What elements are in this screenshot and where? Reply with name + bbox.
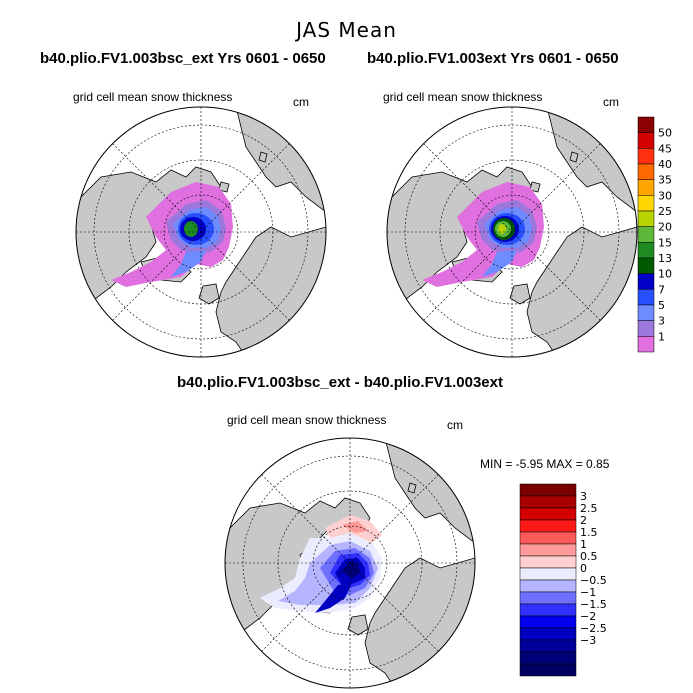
map-3-frame <box>224 437 476 689</box>
colorbar-swatch <box>519 531 577 545</box>
colorbar-swatch <box>637 320 655 337</box>
map-panel-3 <box>224 437 476 689</box>
colorbar-swatch <box>637 210 655 227</box>
colorbar-tick-label: 3 <box>658 315 665 328</box>
panel-2-units: cm <box>603 95 619 109</box>
colorbar-swatch <box>637 257 655 274</box>
panel-2-subtitle: grid cell mean snow thickness <box>383 90 543 104</box>
map-panel-2 <box>386 106 638 358</box>
colorbar-swatch <box>519 483 577 497</box>
colorbar-tick-label: 45 <box>658 142 672 155</box>
colorbar-tick-label: −2 <box>580 610 596 623</box>
colorbar-swatch <box>519 663 577 677</box>
map-2-frame <box>386 106 638 358</box>
colorbar-swatch <box>519 519 577 533</box>
colorbar-swatch <box>519 639 577 653</box>
colorbar-swatch <box>519 543 577 557</box>
colorbar-tick-label: −2.5 <box>580 622 607 635</box>
colorbar-tick-label: 35 <box>658 174 672 187</box>
colorbar-swatch <box>637 226 655 243</box>
colorbar-swatch <box>519 579 577 593</box>
panel-2-title: b40.plio.FV1.003ext Yrs 0601 - 0650 <box>367 50 619 67</box>
colorbar-swatch <box>637 179 655 196</box>
colorbar-swatch <box>519 567 577 581</box>
colorbar-tick-label: 1 <box>580 538 587 551</box>
colorbar-tick-label: 1.5 <box>580 526 598 539</box>
colorbar-tick-label: 40 <box>658 158 672 171</box>
colorbar-swatch <box>637 132 655 149</box>
colorbar-tick-label: 2.5 <box>580 502 598 515</box>
map-panel-1 <box>75 106 327 358</box>
colorbar-snow-thickness: 50 45 40 35 30 25 20 15 13 10 7 5 3 1 <box>637 116 672 353</box>
colorbar-tick-label: 13 <box>658 252 672 265</box>
colorbar-tick-label: 50 <box>658 127 672 140</box>
colorbar-swatch <box>637 195 655 212</box>
colorbar-swatch <box>637 289 655 306</box>
panel-1-units: cm <box>293 95 309 109</box>
map-3-graticule <box>225 438 475 688</box>
colorbar-swatch <box>519 603 577 617</box>
colorbar-swatch <box>519 651 577 665</box>
colorbar-tick-label: 0.5 <box>580 550 598 563</box>
colorbar-tick-label: −1 <box>580 586 596 599</box>
map-2-graticule <box>387 107 637 357</box>
colorbar-swatch <box>519 507 577 521</box>
panel-1-subtitle: grid cell mean snow thickness <box>73 90 233 104</box>
colorbar-swatch <box>519 627 577 641</box>
colorbar-swatch <box>637 336 655 353</box>
colorbar-tick-label: 25 <box>658 205 672 218</box>
colorbar-tick-label: 10 <box>658 268 672 281</box>
main-title: JAS Mean <box>296 18 397 42</box>
colorbar-tick-label: 15 <box>658 236 672 249</box>
colorbar-tick-label: 20 <box>658 221 672 234</box>
panel-1-title: b40.plio.FV1.003bsc_ext Yrs 0601 - 0650 <box>40 50 326 67</box>
colorbar-swatch <box>519 555 577 569</box>
colorbar-swatch <box>637 163 655 180</box>
panel-3-subtitle: grid cell mean snow thickness <box>227 413 387 427</box>
colorbar-tick-label: 5 <box>658 299 665 312</box>
map-1-graticule <box>76 107 326 357</box>
panel-3-title: b40.plio.FV1.003bsc_ext - b40.plio.FV1.0… <box>177 374 503 391</box>
colorbar-tick-label: −0.5 <box>580 574 607 587</box>
colorbar-tick-label: 30 <box>658 189 672 202</box>
map-2-snow-field <box>422 182 544 287</box>
colorbar-swatch <box>637 304 655 321</box>
colorbar-tick-label: 1 <box>658 330 665 343</box>
colorbar-tick-label: 3 <box>580 490 587 503</box>
colorbar-swatch <box>637 116 655 133</box>
colorbar-tick-label: 7 <box>658 283 665 296</box>
colorbar-swatch <box>637 242 655 259</box>
colorbar-swatch <box>519 615 577 629</box>
colorbar-tick-label: 2 <box>580 514 587 527</box>
colorbar-tick-label: −1.5 <box>580 598 607 611</box>
colorbar-swatch <box>637 273 655 290</box>
colorbar-swatch <box>519 591 577 605</box>
map-1-frame <box>75 106 327 358</box>
colorbar-tick-label: 0 <box>580 562 587 575</box>
colorbar-difference: 32.521.510.50−0.5−1−1.5−2−2.5−3 <box>519 483 607 677</box>
colorbar-tick-label: −3 <box>580 634 596 647</box>
panel-3-units: cm <box>447 418 463 432</box>
colorbar-swatch <box>637 148 655 165</box>
colorbar-swatch <box>519 495 577 509</box>
min-max-readout: MIN = -5.95 MAX = 0.85 <box>480 457 610 471</box>
